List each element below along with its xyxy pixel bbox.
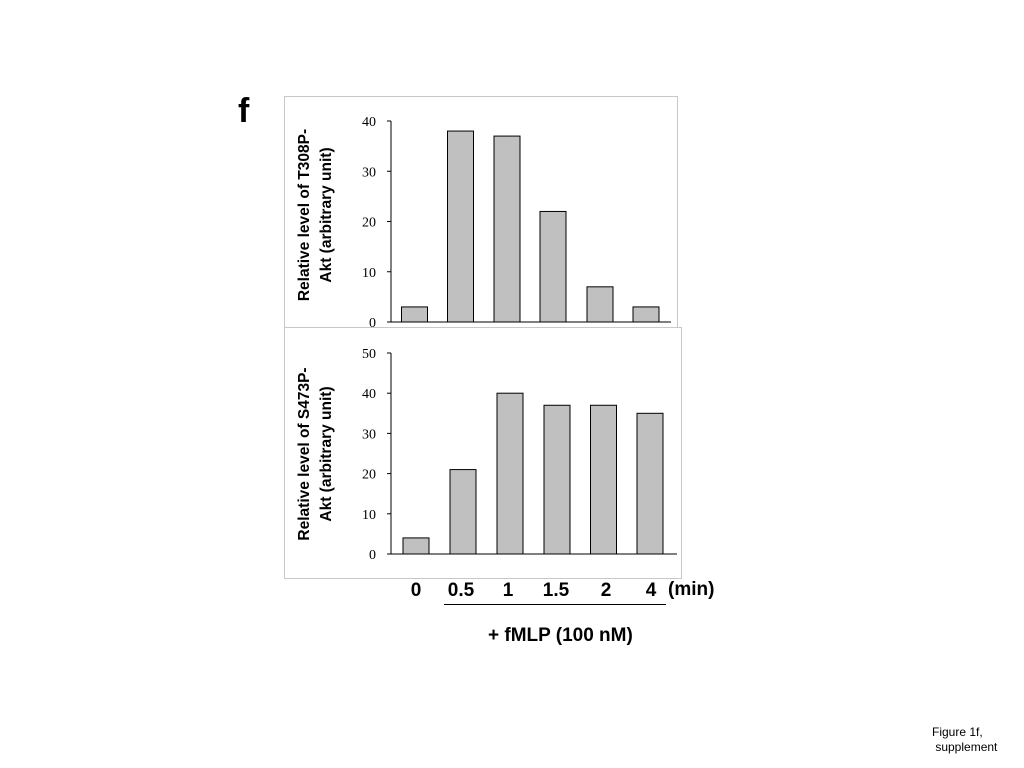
s473p-y-axis-label-line-1: Relative level of S473P- bbox=[296, 367, 313, 540]
s473p-y-tick-label: 20 bbox=[362, 468, 376, 483]
treatment-bracket-line bbox=[444, 604, 666, 605]
t308p-akt-chart: 0 10 20 30 40 Relative level of T308P- Akt (ar… bbox=[284, 96, 678, 330]
s473p-bar-4 bbox=[636, 412, 664, 555]
s473p-akt-chart-svg: 0 10 20 30 40 50 Relative level of S473P- Akt (… bbox=[296, 347, 677, 563]
figure-footnote: Figure 1f, supplement bbox=[932, 725, 998, 754]
x-category-label-0.5: 0.5 bbox=[447, 580, 475, 601]
t308p-bar-2 bbox=[586, 286, 614, 323]
s473p-akt-chart: 0 10 20 30 40 50 Relative level of S473P- Akt (… bbox=[284, 327, 682, 579]
x-category-label-1: 1 bbox=[502, 580, 514, 601]
t308p-bar-0 bbox=[401, 306, 428, 323]
t308p-y-tick-label: 20 bbox=[362, 216, 376, 231]
s473p-bar-2 bbox=[590, 404, 617, 555]
t308p-bar-1.5 bbox=[539, 210, 567, 323]
t308p-bar-0.5 bbox=[447, 130, 474, 323]
s473p-bar-1 bbox=[496, 392, 524, 555]
x-category-label-2: 2 bbox=[600, 580, 612, 601]
x-category-label-1.5: 1.5 bbox=[542, 580, 570, 601]
t308p-akt-chart-svg: 0 10 20 30 40 Relative level of T308P- Akt (ar… bbox=[296, 115, 671, 329]
x-axis-unit: (min) bbox=[668, 579, 715, 600]
treatment-label: + fMLP (100 nM) bbox=[488, 625, 633, 646]
s473p-y-tick-label: 10 bbox=[362, 508, 376, 523]
s473p-bar-0 bbox=[402, 537, 430, 555]
x-category-label-0: 0 bbox=[410, 580, 422, 601]
t308p-y-tick-label: 40 bbox=[362, 115, 376, 130]
t308p-y-tick-label: 10 bbox=[362, 266, 376, 281]
t308p-bar-1 bbox=[493, 135, 521, 323]
x-category-label-4: 4 bbox=[645, 580, 657, 601]
s473p-y-tick-label: 0 bbox=[369, 548, 376, 563]
t308p-bar-4 bbox=[632, 306, 660, 323]
s473p-bar-1.5 bbox=[543, 404, 571, 555]
s473p-y-tick-label: 30 bbox=[362, 427, 376, 442]
s473p-bar-0.5 bbox=[449, 469, 477, 555]
t308p-y-axis-label-line-2: Akt (arbitrary unit) bbox=[318, 147, 335, 282]
t308p-y-axis-label-line-1: Relative level of T308P- bbox=[296, 129, 313, 301]
t308p-y-tick-label: 30 bbox=[362, 165, 376, 180]
panel-label: f bbox=[238, 92, 250, 130]
s473p-y-tick-label: 50 bbox=[362, 347, 376, 362]
s473p-y-tick-label: 40 bbox=[362, 387, 376, 402]
t308p-y-tick-label: 0 bbox=[369, 316, 376, 329]
s473p-y-axis-label-line-2: Akt (arbitrary unit) bbox=[318, 386, 335, 521]
